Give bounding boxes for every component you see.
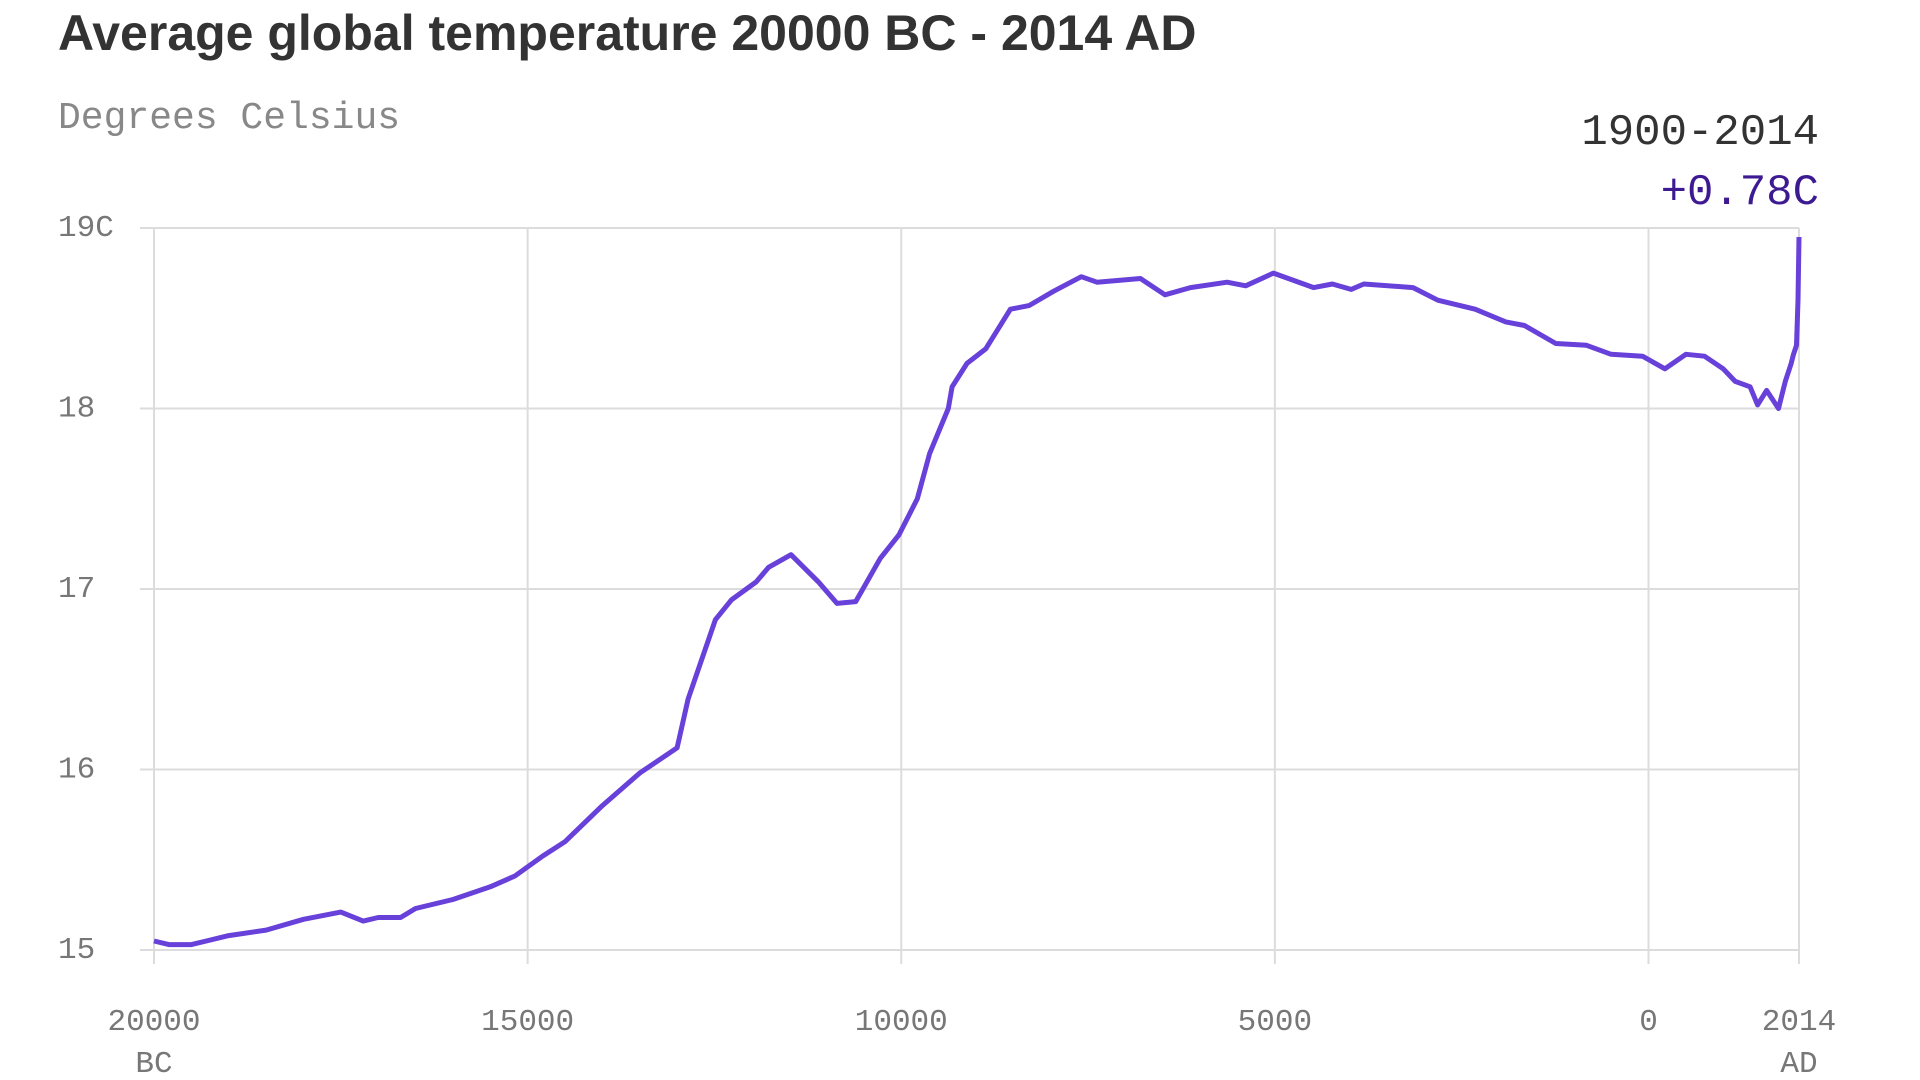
y-tick-label: 19C xyxy=(58,211,114,246)
chart-subtitle: Degrees Celsius xyxy=(58,97,400,140)
x-tick-label: 2014 xyxy=(1762,1005,1836,1040)
line xyxy=(153,236,1802,948)
x-tick-label: 0 xyxy=(1639,1005,1658,1040)
y-tick-label: 16 xyxy=(58,753,95,788)
annotation-change: +0.78C xyxy=(1661,168,1819,218)
y-tick-label: 17 xyxy=(58,572,95,607)
y-tick-label: 15 xyxy=(58,933,95,968)
annotation-period: 1900-2014 xyxy=(1581,108,1819,158)
chart-title: Average global temperature 20000 BC - 20… xyxy=(58,5,1196,61)
x-tick-label: 20000 xyxy=(107,1005,200,1040)
x-tick-era: AD xyxy=(1780,1047,1817,1080)
x-tick-label: 10000 xyxy=(855,1005,948,1040)
x-tick-era: BC xyxy=(135,1047,172,1080)
y-tick-label: 18 xyxy=(58,392,95,427)
x-tick-label: 5000 xyxy=(1238,1005,1312,1040)
x-tick-label: 15000 xyxy=(481,1005,574,1040)
